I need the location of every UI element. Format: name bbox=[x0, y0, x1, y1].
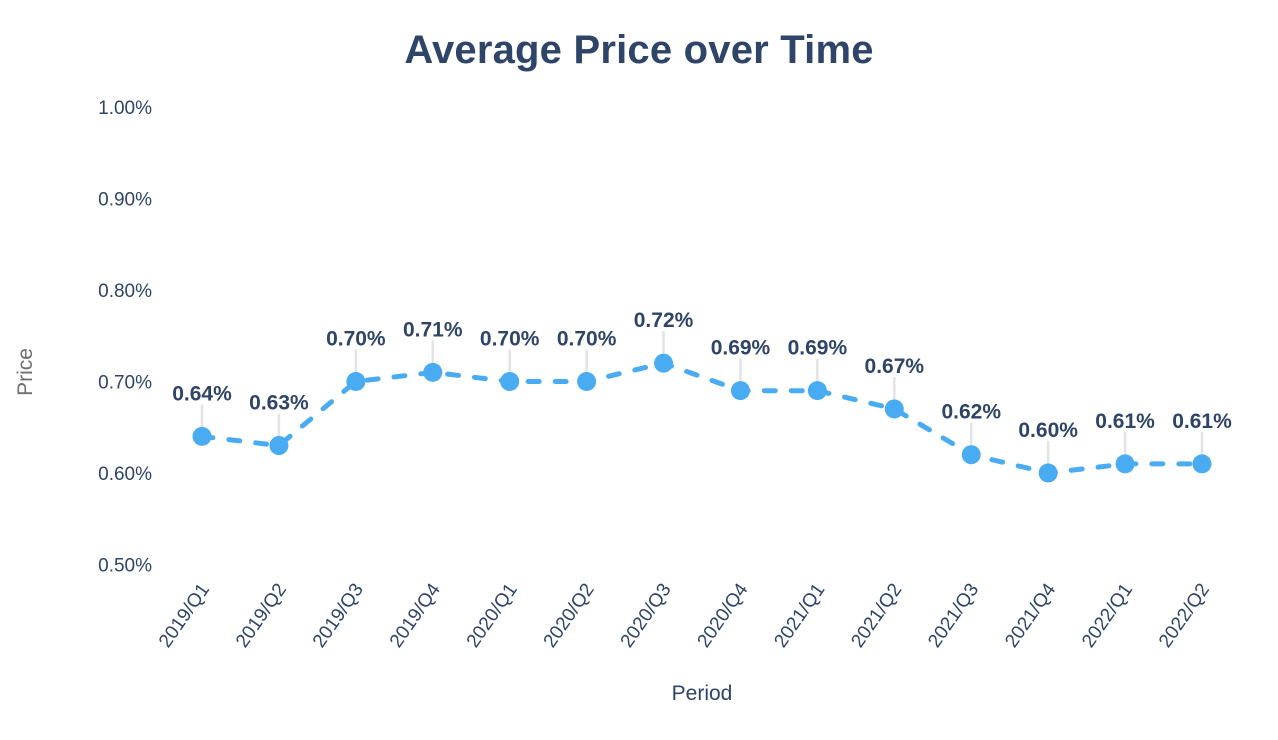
y-tick-label: 0.50% bbox=[98, 556, 152, 577]
y-tick-label: 0.60% bbox=[98, 464, 152, 485]
y-axis-ticks: 1.00% 0.90% 0.80% 0.70% 0.60% 0.50% bbox=[98, 98, 152, 577]
data-point-marker[interactable] bbox=[730, 381, 750, 401]
data-point-marker[interactable] bbox=[577, 372, 597, 391]
x-tick-label: 2022/Q2 bbox=[1155, 580, 1214, 652]
label-leader-lines bbox=[200, 331, 1204, 472]
data-point-marker[interactable] bbox=[192, 426, 212, 446]
data-point-label: 0.67% bbox=[865, 355, 925, 378]
y-tick-label: 0.90% bbox=[98, 190, 152, 211]
data-point-label: 0.72% bbox=[634, 309, 694, 332]
data-point-marker[interactable] bbox=[269, 436, 289, 456]
x-axis-ticks: 2019/Q1 2019/Q2 2019/Q3 2019/Q4 2020/Q1 2020/… bbox=[155, 579, 1214, 651]
data-point-marker[interactable] bbox=[500, 372, 520, 391]
data-point-marker[interactable] bbox=[807, 381, 827, 401]
data-point-marker[interactable] bbox=[423, 362, 443, 382]
data-point-marker[interactable] bbox=[1038, 463, 1058, 483]
x-tick-label: 2020/Q2 bbox=[540, 580, 599, 652]
x-tick-label: 2021/Q1 bbox=[770, 580, 829, 652]
x-tick-label: 2021/Q3 bbox=[924, 580, 983, 652]
data-point-marker[interactable] bbox=[654, 353, 674, 373]
data-point-label: 0.69% bbox=[711, 337, 771, 360]
x-tick-label: 2019/Q2 bbox=[232, 580, 291, 652]
data-point-label: 0.70% bbox=[480, 328, 540, 351]
data-point-marker[interactable] bbox=[346, 372, 366, 391]
series-dashed-line bbox=[199, 360, 1205, 476]
y-tick-label: 1.00% bbox=[98, 98, 152, 119]
x-tick-label: 2020/Q1 bbox=[463, 580, 522, 652]
data-point-label: 0.64% bbox=[172, 382, 232, 405]
data-point-label: 0.61% bbox=[1095, 410, 1155, 433]
data-point-label: 0.61% bbox=[1172, 410, 1232, 433]
data-point-label: 0.70% bbox=[326, 328, 386, 351]
data-point-marker[interactable] bbox=[1192, 454, 1212, 474]
y-tick-label: 0.80% bbox=[98, 281, 152, 302]
data-point-labels: 0.64% 0.63% 0.70% 0.71% 0.70% 0.70% 0.72% 0.69%… bbox=[172, 309, 1232, 442]
data-point-marker[interactable] bbox=[1115, 454, 1135, 474]
data-point-label: 0.62% bbox=[941, 401, 1001, 424]
data-point-label: 0.69% bbox=[788, 337, 848, 360]
x-tick-label: 2019/Q1 bbox=[155, 580, 214, 652]
x-tick-label: 2019/Q4 bbox=[386, 579, 445, 651]
x-tick-label: 2020/Q3 bbox=[617, 580, 676, 652]
x-tick-label: 2020/Q4 bbox=[694, 579, 753, 651]
data-point-marker[interactable] bbox=[961, 445, 981, 465]
data-point-label: 0.63% bbox=[249, 392, 309, 415]
x-axis-title: Period bbox=[671, 682, 733, 705]
x-tick-label: 2021/Q2 bbox=[847, 580, 906, 652]
data-point-marker[interactable] bbox=[884, 399, 904, 419]
data-point-label: 0.60% bbox=[1018, 419, 1078, 442]
data-point-markers bbox=[192, 353, 1212, 483]
y-tick-label: 0.70% bbox=[98, 373, 152, 394]
data-point-label: 0.71% bbox=[403, 318, 463, 341]
data-point-label: 0.70% bbox=[557, 328, 617, 351]
chart-title: Average Price over Time bbox=[404, 28, 874, 72]
x-tick-label: 2019/Q3 bbox=[309, 580, 368, 652]
x-tick-label: 2022/Q1 bbox=[1078, 580, 1137, 652]
x-tick-label: 2021/Q4 bbox=[1001, 579, 1060, 651]
